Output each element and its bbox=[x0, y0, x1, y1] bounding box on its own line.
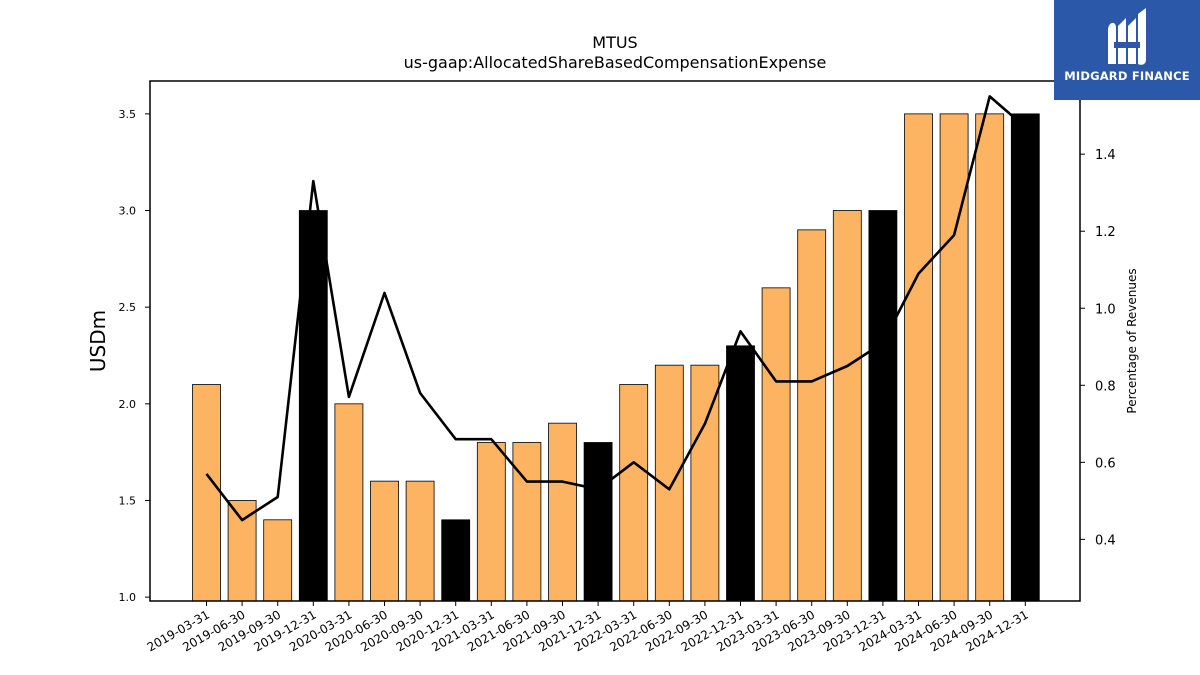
y2-axis-label: Percentage of Revenues bbox=[1125, 268, 1139, 413]
y2-tick-label: 1.2 bbox=[1095, 225, 1116, 240]
line-layer bbox=[205, 95, 1027, 522]
y2-tick-label: 0.6 bbox=[1095, 456, 1116, 471]
y2-tick-label: 1.0 bbox=[1095, 302, 1116, 317]
y-tick-label: 2.5 bbox=[119, 301, 137, 314]
bar-2023-12-31 bbox=[868, 210, 898, 602]
logo: MIDGARD FINANCE bbox=[1054, 0, 1200, 100]
bar-2020-03-31 bbox=[334, 403, 364, 602]
y2-tick-label: 1.4 bbox=[1095, 148, 1116, 163]
y-tick-label: 1.5 bbox=[119, 494, 137, 507]
bars bbox=[192, 113, 1040, 602]
y-tick-label: 2.0 bbox=[119, 398, 137, 411]
x-axis-ticks: 2019-03-312019-06-302019-09-302019-12-31… bbox=[145, 601, 1031, 654]
plot-frame bbox=[149, 80, 1081, 602]
y-tick-label: 1.0 bbox=[119, 591, 137, 604]
bar-2024-09-30 bbox=[975, 113, 1005, 602]
logo-icon bbox=[1108, 8, 1146, 65]
y-axis-ticks: 1.0 1.5 2.0 2.5 3.0 3.5 bbox=[119, 108, 150, 604]
y2-tick-label: 0.4 bbox=[1095, 533, 1116, 548]
bar-2024-12-31 bbox=[1010, 113, 1040, 602]
logo-text: MIDGARD FINANCE bbox=[1064, 69, 1190, 83]
bar-2023-09-30 bbox=[832, 210, 862, 602]
bar-2021-03-31 bbox=[476, 442, 506, 602]
bar-2024-06-30 bbox=[939, 113, 969, 602]
bar-2019-03-31 bbox=[192, 384, 221, 602]
bar-2023-06-30 bbox=[797, 229, 827, 602]
chart-title: MTUS bbox=[592, 33, 637, 52]
bar-2021-09-30 bbox=[548, 422, 577, 602]
bar-2019-12-31 bbox=[298, 210, 328, 602]
bar-2023-03-31 bbox=[761, 287, 791, 602]
y-axis-label: USDm bbox=[86, 310, 110, 372]
y-tick-label: 3.0 bbox=[119, 205, 137, 218]
y2-axis-ticks: 0.4 0.6 0.8 1.0 1.2 1.4 bbox=[1080, 148, 1116, 548]
bar-2024-03-31 bbox=[904, 113, 933, 602]
bar-2019-06-30 bbox=[227, 500, 257, 602]
bar-2022-09-30 bbox=[690, 364, 720, 602]
bar-2022-12-31 bbox=[726, 345, 755, 602]
y-tick-label: 3.5 bbox=[119, 108, 137, 121]
y2-tick-label: 0.8 bbox=[1095, 379, 1116, 394]
bar-2020-12-31 bbox=[441, 519, 471, 602]
chart-subtitle: us-gaap:AllocatedShareBasedCompensationE… bbox=[404, 53, 827, 72]
bar-2021-06-30 bbox=[512, 442, 542, 602]
bar-2020-09-30 bbox=[405, 480, 435, 602]
bar-2019-09-30 bbox=[263, 519, 293, 602]
bar-2021-12-31 bbox=[583, 442, 613, 602]
bar-2022-03-31 bbox=[619, 384, 649, 602]
series-line-0 bbox=[205, 95, 1027, 522]
bar-2020-06-30 bbox=[370, 480, 399, 602]
